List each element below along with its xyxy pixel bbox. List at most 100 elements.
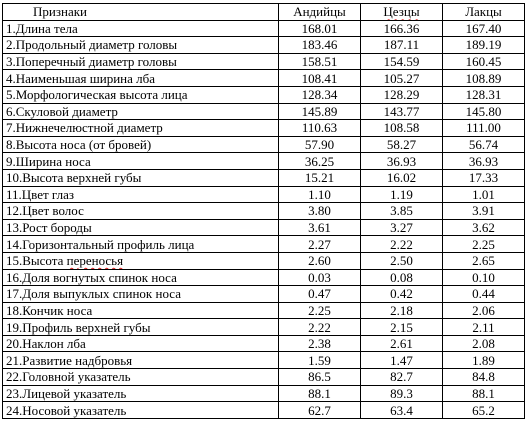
table-row: 4.Наименьшая ширина лба 108.41 105.27 108.8… [2,69,525,87]
value-laktsy-cell: 111.00 [442,119,525,137]
value-tseztsy-cell: 166.36 [360,19,443,38]
feature-name-cell: 18.Кончик носа [2,301,279,320]
feature-name-cell: 22.Головной указатель [2,368,279,386]
value-laktsy-cell: 2.11 [442,318,525,336]
feature-name-cell: 19.Профиль верхней губы [2,318,279,336]
value-laktsy-cell: 2.25 [442,235,525,253]
document-page: Признаки Андийцы Цезцы Лакцы 1.Длина тел… [2,3,525,419]
value-laktsy-cell: 17.33 [442,168,525,187]
value-laktsy-cell: 160.45 [442,52,525,71]
feature-name-cell: 5.Морфологическая высота лица [2,85,279,104]
value-tseztsy-cell: 143.77 [360,102,443,121]
value-tseztsy-cell: 1.47 [360,351,443,370]
feature-name-cell: 21.Развитие надбровья [2,351,279,370]
value-andiytsy-cell: 108.41 [278,69,361,87]
value-laktsy-cell: 84.8 [442,368,525,386]
feature-name-cell: 3.Поперечный диаметр головы [2,52,279,71]
table-row: 11.Цвет глаз 1.10 1.19 1.01 [2,185,525,204]
value-tseztsy-cell: 3.27 [360,218,443,237]
value-laktsy-cell: 36.93 [442,152,525,170]
value-tseztsy-cell: 36.93 [360,152,443,170]
table-row: 23.Лицевой указатель 88.1 89.3 88.1 [2,384,525,403]
value-laktsy-cell: 108.89 [442,69,525,87]
feature-name-cell: 14.Горизонтальный профиль лица [2,235,279,253]
value-andiytsy-cell: 2.27 [278,235,361,253]
feature-name-cell: 12.Цвет волос [2,202,279,220]
table-row: 12.Цвет волос 3.80 3.85 3.91 [2,202,525,220]
value-tseztsy-cell: 2.15 [360,318,443,336]
value-tseztsy-cell: 0.42 [360,285,443,303]
table-row: 3.Поперечный диаметр головы 158.51 154.59 1… [2,52,525,71]
value-andiytsy-cell: 88.1 [278,384,361,403]
table-row: 9.Ширина носа 36.25 36.93 36.93 [2,152,525,170]
value-andiytsy-cell: 0.03 [278,268,361,287]
feature-name-cell: 16.Доля вогнутых спинок носа [2,268,279,287]
value-laktsy-cell: 2.08 [442,334,525,353]
feature-name-cell: 20.Наклон лба [2,334,279,353]
value-tseztsy-cell: 2.61 [360,334,443,353]
feature-name-cell: 6.Скуловой диаметр [2,102,279,121]
table-row: 21.Развитие надбровья 1.59 1.47 1.89 [2,351,525,370]
header-laktsy: Лакцы [442,3,525,21]
feature-name-cell: 10.Высота верхней губы [2,168,279,187]
table-row: 13.Рост бороды 3.61 3.27 3.62 [2,218,525,237]
value-tseztsy-cell: 128.29 [360,85,443,104]
table-row: 19.Профиль верхней губы 2.22 2.15 2.11 [2,318,525,336]
value-laktsy-cell: 56.74 [442,135,525,154]
feature-name-cell: 8.Высота носа (от бровей) [2,135,279,154]
feature-name-cell: 2.Продольный диаметр головы [2,36,279,54]
value-laktsy-cell: 88.1 [442,384,525,403]
feature-name-cell: 4.Наименьшая ширина лба [2,69,279,87]
feature-name-cell: 1.Длина тела [2,19,279,38]
feature-name-misspelled-word: переносья [66,253,124,269]
value-tseztsy-cell: 2.22 [360,235,443,253]
value-laktsy-cell: 189.19 [442,36,525,54]
feature-name-cell: 7.Нижнечелюстной диаметр [2,119,279,137]
value-tseztsy-cell: 108.58 [360,119,443,137]
feature-name-cell: 17.Доля выпуклых спинок носа [2,285,279,303]
table-row: 14.Горизонтальный профиль лица 2.27 2.22 2.… [2,235,525,253]
value-andiytsy-cell: 168.01 [278,19,361,38]
header-tseztsy-label: Цезцы [383,4,420,20]
value-andiytsy-cell: 62.7 [278,401,361,419]
value-tseztsy-cell: 16.02 [360,168,443,187]
table-row: 16.Доля вогнутых спинок носа 0.03 0.08 0.10 [2,268,525,287]
value-tseztsy-cell: 89.3 [360,384,443,403]
value-andiytsy-cell: 36.25 [278,152,361,170]
table-row: 18.Кончик носа 2.25 2.18 2.06 [2,301,525,320]
value-laktsy-cell: 3.91 [442,202,525,220]
table-row: 2.Продольный диаметр головы 183.46 187.11 1… [2,36,525,54]
value-andiytsy-cell: 1.59 [278,351,361,370]
feature-name-cell: 13.Рост бороды [2,218,279,237]
value-andiytsy-cell: 2.60 [278,251,361,270]
table-body: 1.Длина тела 168.01 166.36 167.40 2.Продольн… [2,19,525,419]
table-row: 1.Длина тела 168.01 166.36 167.40 [2,19,525,38]
value-andiytsy-cell: 183.46 [278,36,361,54]
value-laktsy-cell: 2.06 [442,301,525,320]
value-laktsy-cell: 128.31 [442,85,525,104]
value-laktsy-cell: 65.2 [442,401,525,419]
value-tseztsy-cell: 82.7 [360,368,443,386]
value-tseztsy-cell: 154.59 [360,52,443,71]
value-laktsy-cell: 3.62 [442,218,525,237]
value-andiytsy-cell: 110.63 [278,119,361,137]
table-row: 8.Высота носа (от бровей) 57.90 58.27 56.74 [2,135,525,154]
value-andiytsy-cell: 0.47 [278,285,361,303]
value-laktsy-cell: 0.44 [442,285,525,303]
value-andiytsy-cell: 2.25 [278,301,361,320]
table-row: 22.Головной указатель 86.5 82.7 84.8 [2,368,525,386]
value-laktsy-cell: 1.89 [442,351,525,370]
value-andiytsy-cell: 3.80 [278,202,361,220]
value-laktsy-cell: 2.65 [442,251,525,270]
value-tseztsy-cell: 105.27 [360,69,443,87]
header-features: Признаки [2,3,279,21]
value-laktsy-cell: 167.40 [442,19,525,38]
table-row: 20.Наклон лба 2.38 2.61 2.08 [2,334,525,353]
feature-name-cell: 24.Носовой указатель [2,401,279,419]
value-andiytsy-cell: 1.10 [278,185,361,204]
feature-name-part: 15.Высота [6,253,67,269]
table-row: 7.Нижнечелюстной диаметр 110.63 108.58 111.… [2,119,525,137]
value-laktsy-cell: 145.80 [442,102,525,121]
value-laktsy-cell: 1.01 [442,185,525,204]
features-table: Признаки Андийцы Цезцы Лакцы 1.Длина тел… [2,3,525,419]
